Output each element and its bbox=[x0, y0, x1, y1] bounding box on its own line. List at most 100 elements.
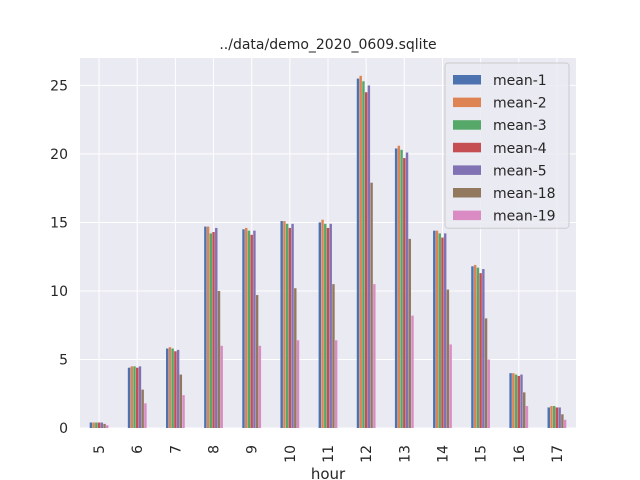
x-tick-label: 11 bbox=[321, 445, 337, 463]
bar-mean-1-8 bbox=[204, 226, 207, 428]
bar-mean-2-5 bbox=[92, 422, 95, 428]
bar-mean-19-13 bbox=[411, 315, 414, 428]
bar-mean-19-14 bbox=[449, 344, 452, 428]
bar-mean-18-8 bbox=[217, 290, 221, 428]
bar-mean-1-13 bbox=[394, 148, 398, 428]
bar-mean-3-15 bbox=[476, 267, 480, 428]
bar-mean-1-17 bbox=[547, 407, 550, 428]
x-tick-label: 6 bbox=[130, 445, 146, 454]
x-tick-label: 9 bbox=[245, 445, 261, 454]
bar-mean-3-11 bbox=[324, 223, 327, 428]
bar-mean-4-15 bbox=[479, 273, 482, 428]
bar-mean-4-10 bbox=[288, 227, 292, 428]
bar-mean-18-13 bbox=[408, 238, 411, 428]
bar-mean-2-10 bbox=[283, 221, 286, 428]
x-tick-label: 12 bbox=[359, 445, 375, 463]
bar-mean-2-17 bbox=[550, 406, 553, 428]
bar-mean-5-6 bbox=[138, 366, 142, 428]
bar-mean-1-15 bbox=[471, 266, 474, 428]
bar-mean-18-11 bbox=[332, 284, 335, 428]
x-tick-label: 14 bbox=[435, 445, 451, 463]
x-tick-label: 5 bbox=[92, 445, 108, 454]
bar-mean-18-10 bbox=[294, 288, 297, 428]
bar-mean-4-9 bbox=[250, 234, 253, 428]
bar-mean-1-11 bbox=[318, 222, 322, 428]
legend-label-mean-3: mean-3 bbox=[493, 118, 547, 134]
bar-mean-2-11 bbox=[321, 219, 324, 428]
bar-mean-18-5 bbox=[103, 423, 106, 428]
bar-mean-4-13 bbox=[403, 158, 406, 428]
legend-label-mean-18: mean-18 bbox=[493, 186, 556, 202]
bar-mean-1-14 bbox=[433, 230, 436, 428]
bar-mean-3-6 bbox=[133, 366, 136, 428]
x-axis-label: hour bbox=[311, 465, 346, 480]
legend-label-mean-4: mean-4 bbox=[493, 141, 547, 157]
bar-mean-19-15 bbox=[487, 359, 491, 428]
legend-swatch-mean-18 bbox=[453, 188, 481, 198]
y-tick-label: 15 bbox=[50, 215, 68, 231]
bar-mean-1-9 bbox=[242, 229, 245, 428]
bar-mean-2-8 bbox=[206, 226, 210, 428]
bar-mean-1-16 bbox=[509, 373, 512, 428]
bar-mean-3-12 bbox=[362, 81, 365, 428]
bar-mean-18-14 bbox=[446, 289, 450, 428]
bar-mean-2-12 bbox=[359, 75, 362, 428]
bar-mean-5-10 bbox=[291, 223, 294, 428]
bar-mean-5-13 bbox=[405, 152, 409, 429]
x-tick-label: 16 bbox=[512, 445, 528, 463]
bar-mean-3-17 bbox=[552, 406, 556, 428]
bar-mean-18-9 bbox=[255, 295, 259, 428]
bar-mean-19-10 bbox=[296, 340, 300, 428]
bar-mean-3-7 bbox=[171, 348, 174, 428]
x-tick-label: 13 bbox=[397, 445, 413, 463]
legend-swatch-mean-19 bbox=[453, 210, 481, 221]
x-tick-label: 8 bbox=[207, 445, 223, 454]
x-tick-label: 17 bbox=[550, 445, 566, 463]
bar-mean-2-6 bbox=[130, 366, 133, 428]
chart-title: ../data/demo_2020_0609.sqlite bbox=[219, 37, 436, 53]
x-tick-label: 10 bbox=[283, 445, 299, 463]
legend: mean-1 mean-2 mean-3 mean-4 mean-5 mean-18 mea… bbox=[444, 62, 570, 229]
bar-mean-5-17 bbox=[558, 407, 561, 428]
bar-mean-19-9 bbox=[258, 345, 262, 428]
bar-mean-4-7 bbox=[174, 351, 177, 428]
bar-mean-4-12 bbox=[364, 92, 368, 428]
bar-mean-5-8 bbox=[215, 227, 218, 428]
bars bbox=[89, 75, 567, 429]
bar-mean-3-16 bbox=[514, 374, 518, 428]
bar-mean-19-16 bbox=[525, 406, 529, 428]
bar-mean-3-8 bbox=[209, 233, 213, 428]
bar-mean-5-7 bbox=[176, 349, 180, 428]
bar-mean-2-7 bbox=[168, 347, 172, 428]
bar-mean-3-9 bbox=[247, 230, 251, 428]
bar-mean-5-9 bbox=[253, 230, 256, 428]
legend-swatch-mean-4 bbox=[453, 142, 481, 153]
bar-mean-1-12 bbox=[356, 78, 360, 429]
bar-mean-4-11 bbox=[326, 227, 330, 428]
bar-mean-19-12 bbox=[373, 284, 376, 428]
bar-mean-4-6 bbox=[136, 367, 139, 428]
bar-mean-19-11 bbox=[334, 340, 338, 428]
legend-label-mean-19: mean-19 bbox=[493, 209, 556, 225]
bar-mean-5-5 bbox=[100, 422, 104, 428]
bar-mean-3-10 bbox=[285, 223, 289, 428]
bar-mean-2-15 bbox=[473, 264, 477, 428]
bar-mean-4-8 bbox=[212, 232, 215, 428]
bar-mean-19-7 bbox=[182, 395, 185, 428]
y-tick-label: 20 bbox=[50, 147, 68, 163]
bar-mean-18-15 bbox=[484, 318, 488, 428]
legend-swatch-mean-3 bbox=[453, 120, 481, 130]
bar-mean-2-9 bbox=[245, 227, 248, 428]
y-tick-label: 5 bbox=[59, 352, 68, 368]
legend-swatch-mean-2 bbox=[453, 97, 481, 108]
y-tick-label: 25 bbox=[50, 78, 68, 94]
bar-mean-1-6 bbox=[127, 367, 131, 428]
bar-mean-3-13 bbox=[400, 149, 403, 428]
legend-label-mean-2: mean-2 bbox=[493, 96, 547, 112]
bar-mean-1-5 bbox=[89, 422, 93, 428]
bar-mean-2-16 bbox=[512, 373, 515, 428]
y-tick-label: 10 bbox=[50, 284, 68, 300]
bar-mean-18-6 bbox=[141, 389, 144, 428]
bar-mean-18-16 bbox=[523, 392, 526, 428]
bar-mean-5-15 bbox=[482, 269, 485, 428]
